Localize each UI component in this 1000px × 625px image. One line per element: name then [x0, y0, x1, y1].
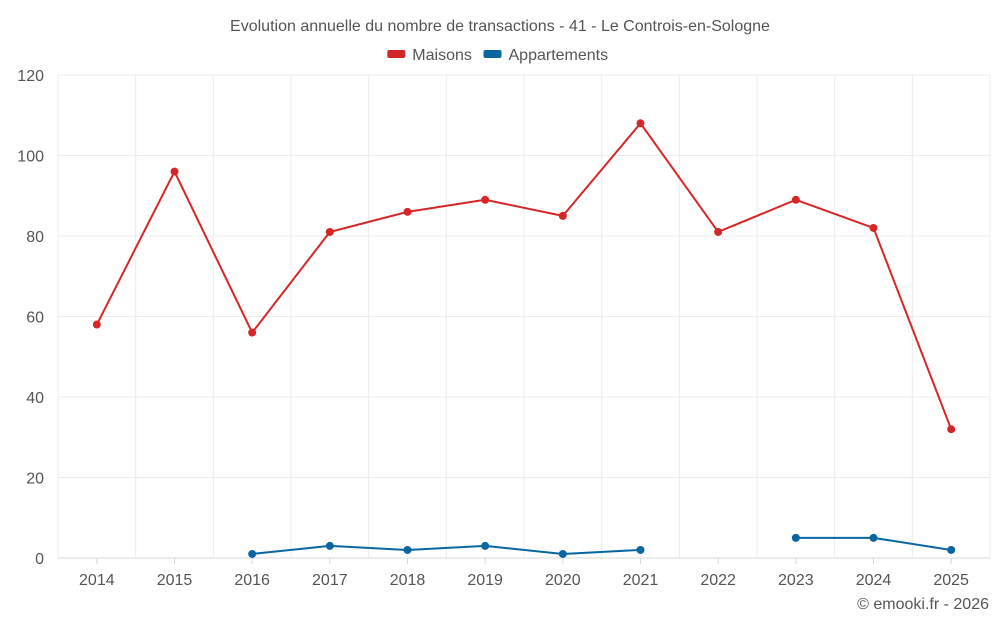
- x-tick-label: 2025: [933, 572, 969, 589]
- data-point[interactable]: [403, 207, 412, 216]
- data-point[interactable]: [248, 549, 257, 558]
- x-tick-label: 2024: [856, 572, 892, 589]
- x-tick-label: 2016: [234, 572, 270, 589]
- y-tick-label: 60: [26, 310, 44, 327]
- y-tick-label: 100: [17, 149, 44, 166]
- y-tick-label: 80: [26, 229, 44, 246]
- legend-item-maisons[interactable]: Maisons: [387, 47, 472, 64]
- data-point[interactable]: [325, 541, 334, 550]
- data-point[interactable]: [947, 425, 956, 434]
- y-tick-label: 120: [17, 68, 44, 85]
- data-point[interactable]: [325, 227, 334, 236]
- series-layer: [92, 119, 956, 558]
- x-tick-label: 2014: [79, 572, 115, 589]
- data-point[interactable]: [558, 549, 567, 558]
- chart-title: Evolution annuelle du nombre de transact…: [230, 18, 770, 35]
- legend: Maisons Appartements: [387, 47, 608, 64]
- data-point[interactable]: [714, 227, 723, 236]
- data-point[interactable]: [248, 328, 257, 337]
- grid: [57, 74, 991, 558]
- series-line: [95, 122, 953, 430]
- data-point[interactable]: [558, 211, 567, 220]
- legend-swatch: [483, 50, 502, 58]
- data-point[interactable]: [869, 533, 878, 542]
- legend-label: Appartements: [509, 47, 609, 64]
- data-point[interactable]: [481, 541, 490, 550]
- credit-text: © emooki.fr - 2026: [857, 596, 989, 613]
- data-point[interactable]: [791, 533, 800, 542]
- x-tick-label: 2018: [390, 572, 426, 589]
- series-appartements: [248, 533, 956, 558]
- legend-swatch: [387, 50, 406, 58]
- data-point[interactable]: [403, 545, 412, 554]
- data-point[interactable]: [869, 223, 878, 232]
- x-tick-label: 2021: [623, 572, 659, 589]
- x-tick-label: 2020: [545, 572, 581, 589]
- data-point[interactable]: [92, 320, 101, 329]
- y-tick-label: 40: [26, 390, 44, 407]
- data-point[interactable]: [791, 195, 800, 204]
- axes: 0 20 40 60 80 100 120 2014 2015 2016 2017 2018 2019 2…: [17, 68, 990, 589]
- x-tick-label: 2019: [467, 572, 503, 589]
- data-point[interactable]: [481, 195, 490, 204]
- data-point[interactable]: [170, 167, 179, 176]
- data-point[interactable]: [636, 545, 645, 554]
- data-point[interactable]: [636, 119, 645, 128]
- data-point[interactable]: [947, 545, 956, 554]
- legend-label: Maisons: [412, 47, 472, 64]
- x-tick-label: 2017: [312, 572, 348, 589]
- legend-item-appartements[interactable]: Appartements: [483, 47, 609, 64]
- series-maisons: [92, 119, 956, 434]
- y-tick-label: 0: [35, 551, 44, 568]
- series-line: [252, 544, 641, 555]
- x-tick-label: 2015: [157, 572, 193, 589]
- x-tick-label: 2022: [700, 572, 736, 589]
- x-tick-label: 2023: [778, 572, 814, 589]
- y-tick-label: 20: [26, 471, 44, 488]
